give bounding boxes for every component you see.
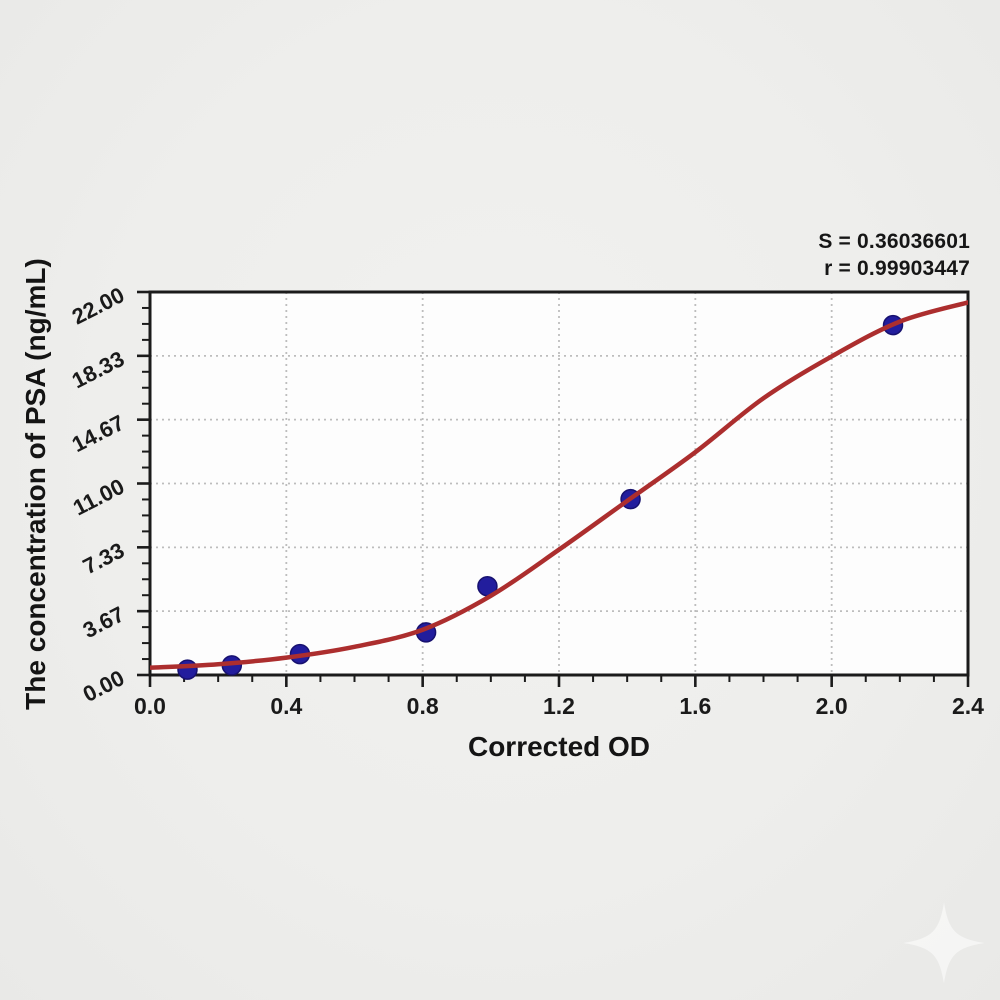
y-tick-label: 14.67	[68, 410, 128, 457]
y-tick-label: 11.00	[69, 474, 128, 521]
sparkle-watermark-icon	[903, 902, 985, 984]
sparkle-star-shape	[903, 902, 985, 984]
x-tick-label: 0.4	[270, 693, 302, 719]
y-tick-label: 18.33	[68, 346, 128, 393]
fit-statistics: S = 0.36036601 r = 0.99903447	[818, 228, 970, 282]
y-tick-label: 7.33	[79, 538, 129, 580]
x-tick-label: 2.0	[816, 693, 848, 719]
y-tick-label: 3.67	[79, 601, 129, 643]
y-tick-label: 22.00	[68, 282, 128, 329]
x-axis-title: Corrected OD	[467, 731, 651, 762]
fit-curve	[150, 300, 968, 670]
x-tick-label: 1.2	[543, 693, 575, 719]
x-tick-label: 0.0	[134, 693, 166, 719]
y-axis-title: The concentration of PSA (ng/mL)	[20, 258, 51, 710]
data-point	[177, 659, 198, 680]
y-tick-label: 0.00	[79, 665, 129, 707]
x-tick-label: 0.8	[407, 693, 439, 719]
x-tick-label: 2.4	[952, 693, 984, 719]
s-value-label: S = 0.36036601	[818, 230, 970, 253]
plot-border	[148, 290, 970, 677]
r-value-label: r = 0.99903447	[824, 257, 970, 280]
x-tick-label: 1.6	[679, 693, 711, 719]
